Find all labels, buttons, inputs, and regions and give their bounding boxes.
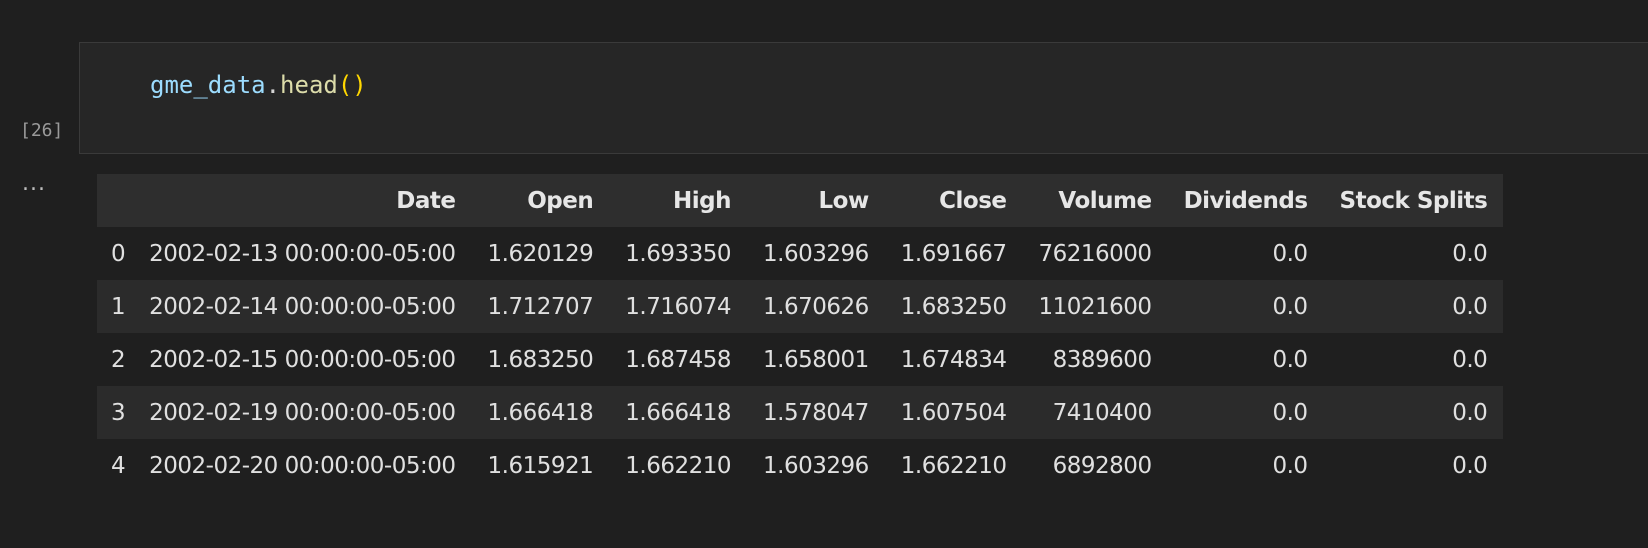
cell-volume: 7410400	[1052, 399, 1152, 426]
cell-stock-splits: 0.0	[1452, 240, 1488, 267]
cell-close: 1.691667	[900, 240, 1007, 267]
row-index: 1	[111, 293, 126, 320]
cell-open: 1.615921	[487, 452, 594, 479]
cell-close: 1.662210	[900, 452, 1007, 479]
cell-close: 1.607504	[900, 399, 1007, 426]
table-row: 4 2002-02-20 00:00:00-05:00 1.615921 1.6…	[97, 439, 1504, 492]
row-index: 3	[111, 399, 126, 426]
cell-close: 1.674834	[900, 346, 1007, 373]
column-header-date: Date	[396, 187, 456, 214]
column-header-volume: Volume	[1058, 187, 1152, 214]
cell-date: 2002-02-14 00:00:00-05:00	[149, 293, 456, 320]
column-header-open: Open	[527, 187, 594, 214]
cell-dividends: 0.0	[1272, 240, 1308, 267]
cell-volume: 11021600	[1038, 293, 1153, 320]
cell-volume: 6892800	[1052, 452, 1152, 479]
cell-dividends: 0.0	[1272, 293, 1308, 320]
row-index: 4	[111, 452, 126, 479]
column-header-low: Low	[818, 187, 870, 214]
cell-open: 1.683250	[487, 346, 594, 373]
code-line[interactable]: gme_data.head()	[150, 65, 367, 105]
cell-stock-splits: 0.0	[1452, 293, 1488, 320]
cell-dividends: 0.0	[1272, 346, 1308, 373]
code-parens: ()	[337, 71, 367, 99]
cell-low: 1.658001	[763, 346, 869, 373]
table-row: 3 2002-02-19 00:00:00-05:00 1.666418 1.6…	[97, 386, 1504, 439]
cell-open: 1.666418	[487, 399, 594, 426]
cell-close: 1.683250	[900, 293, 1007, 320]
cell-stock-splits: 0.0	[1452, 399, 1488, 426]
cell-date: 2002-02-19 00:00:00-05:00	[149, 399, 456, 426]
cell-dividends: 0.0	[1272, 452, 1308, 479]
cell-low: 1.603296	[763, 452, 869, 479]
cell-open: 1.712707	[487, 293, 594, 320]
code-variable: gme_data	[150, 71, 266, 99]
cell-date: 2002-02-13 00:00:00-05:00	[149, 240, 456, 267]
cell-high: 1.693350	[625, 240, 731, 267]
cell-open: 1.620129	[487, 240, 594, 267]
cell-dividends: 0.0	[1272, 399, 1308, 426]
output-more-actions-icon[interactable]: ...	[22, 171, 46, 196]
cell-low: 1.603296	[763, 240, 869, 267]
cell-low: 1.670626	[763, 293, 869, 320]
execution-count: [26]	[20, 120, 64, 141]
cell-high: 1.666418	[625, 399, 731, 426]
column-header-close: Close	[939, 187, 1007, 214]
index-header	[97, 174, 133, 227]
cell-high: 1.662210	[625, 452, 731, 479]
cell-stock-splits: 0.0	[1452, 346, 1488, 373]
dataframe-output-table: Date Open High Low Close Volume Dividend…	[97, 174, 1504, 492]
cell-date: 2002-02-15 00:00:00-05:00	[149, 346, 456, 373]
code-function: head	[280, 71, 338, 99]
cell-date: 2002-02-20 00:00:00-05:00	[149, 452, 456, 479]
column-header-high: High	[673, 187, 731, 214]
cell-stock-splits: 0.0	[1452, 452, 1488, 479]
table-row: 1 2002-02-14 00:00:00-05:00 1.712707 1.7…	[97, 280, 1504, 333]
cell-high: 1.716074	[625, 293, 731, 320]
column-header-stock-splits: Stock Splits	[1339, 187, 1488, 214]
table-header-row: Date Open High Low Close Volume Dividend…	[97, 174, 1504, 227]
cell-volume: 76216000	[1038, 240, 1153, 267]
row-index: 0	[111, 240, 126, 267]
cell-high: 1.687458	[625, 346, 731, 373]
cell-volume: 8389600	[1052, 346, 1152, 373]
code-cell-editor[interactable]: gme_data.head()	[79, 42, 1648, 154]
table-row: 0 2002-02-13 00:00:00-05:00 1.620129 1.6…	[97, 227, 1504, 280]
cell-low: 1.578047	[763, 399, 869, 426]
table-row: 2 2002-02-15 00:00:00-05:00 1.683250 1.6…	[97, 333, 1504, 386]
row-index: 2	[111, 346, 126, 373]
column-header-dividends: Dividends	[1183, 187, 1308, 214]
code-dot: .	[265, 71, 281, 99]
